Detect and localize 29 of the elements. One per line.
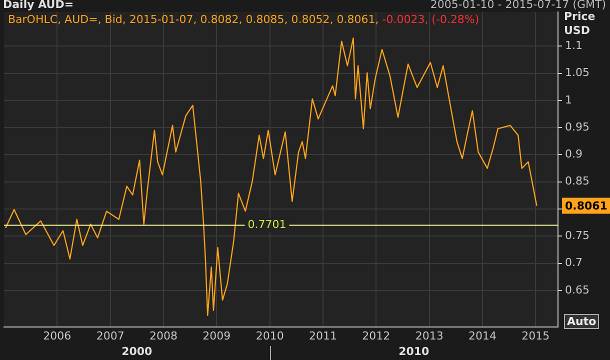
x-tick-label: 2015	[522, 329, 550, 342]
x-tick-label: 2011	[309, 329, 337, 342]
y-tick-label: 0.7	[565, 256, 582, 270]
x-tick-label: 2010	[256, 329, 284, 342]
chart-title: Daily AUD=	[3, 0, 74, 11]
x-tick-label: 2007	[96, 329, 124, 342]
x-tick-label: 2008	[150, 329, 178, 342]
chart-subtitle: 2005-01-10 - 2015-07-17 (GMT)	[430, 0, 606, 11]
annotation: -0.0023, (-0.28%)	[381, 13, 480, 26]
y-tick-label: 1	[565, 93, 572, 106]
ref-line-label: 0.7701	[248, 218, 286, 232]
y-tick-label: 0.75	[565, 229, 590, 242]
x-tick-label: 2014	[468, 329, 497, 342]
text: 0.8061	[565, 200, 608, 213]
y-tick-label: 0.85	[565, 174, 590, 188]
x-tick-label: 2012	[362, 329, 390, 342]
x-tick-label: 2009	[202, 329, 231, 342]
text: 2010	[398, 345, 430, 358]
x-tick-label: 2006	[43, 329, 72, 342]
y-tick-label: 0.9	[565, 148, 582, 161]
annotation: BarOHLC, AUD=, Bid, 2015-01-07, 0.8082, 0.8085, 0.8052, 0.8061,	[8, 13, 379, 26]
y-tick-label: 0.65	[565, 283, 590, 296]
auto-button: Auto	[564, 314, 600, 329]
y-tick-label: 1.05	[565, 66, 590, 80]
y-tick-label: 1.1	[565, 39, 582, 52]
x-tick-label: 2013	[415, 329, 444, 342]
y-axis-title: Price USD	[564, 10, 596, 38]
y-tick-label: 0.95	[565, 120, 590, 134]
text: 2000	[120, 345, 154, 358]
